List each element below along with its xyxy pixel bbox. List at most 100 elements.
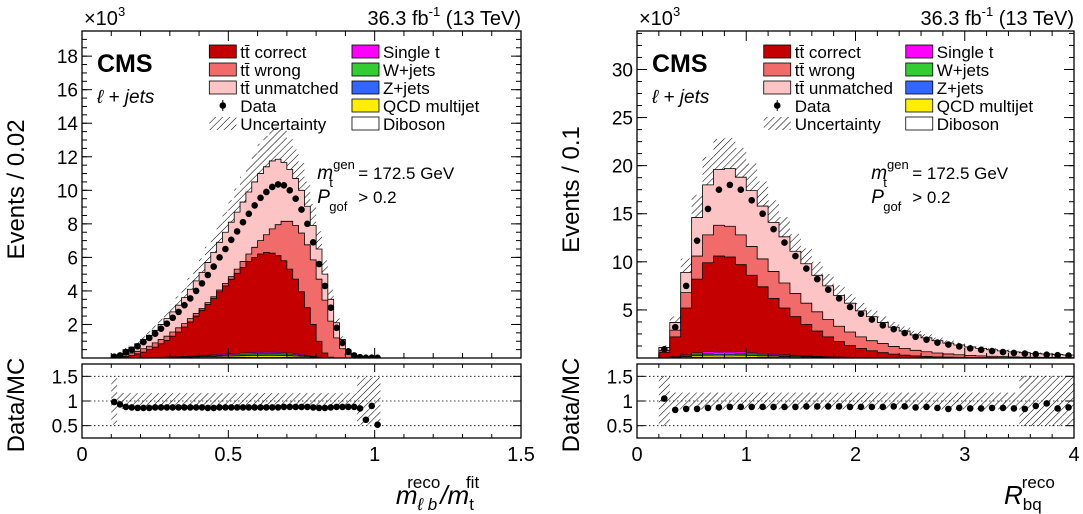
data-point — [280, 181, 288, 189]
ratio-uncertainty — [362, 377, 369, 425]
ratio-point — [204, 404, 212, 412]
ratio-point — [304, 403, 311, 411]
channel-label: ℓ + jets — [96, 87, 155, 108]
y-axis-title: Events / 0.02 — [3, 119, 30, 259]
ratio-uncertainty — [158, 393, 164, 409]
legend-swatch — [351, 116, 380, 131]
data-point — [846, 303, 854, 311]
ratio-uncertainty — [199, 393, 205, 409]
ratio-uncertainty — [181, 393, 188, 409]
exponent-sup: 3 — [673, 4, 680, 19]
ratio-point — [1032, 402, 1040, 410]
data-point — [175, 308, 182, 316]
xtick-label: 2 — [850, 444, 861, 466]
data-point — [977, 346, 985, 354]
data-point — [682, 282, 690, 290]
data-point — [222, 245, 229, 253]
data-point — [321, 282, 329, 290]
ratio-uncertainty — [702, 392, 714, 410]
mgen-value: = 172.5 GeV — [358, 164, 455, 183]
ratio-point — [368, 402, 376, 410]
ratio-y-axis-title: Data/MC — [558, 358, 585, 453]
ratio-uncertainty — [953, 392, 965, 410]
ratio-point — [923, 403, 930, 411]
legend-item-diboson: Diboson — [905, 115, 999, 134]
legend-item-unc: Uncertainty — [209, 115, 327, 134]
legend-swatch-unc — [209, 117, 237, 130]
data-point — [813, 275, 821, 283]
legend-label: QCD multijet — [383, 97, 480, 116]
data-point — [715, 186, 723, 193]
ratio-point — [233, 404, 241, 411]
ytick-label: 5 — [622, 301, 633, 322]
data-point — [140, 338, 147, 346]
ytick-label: 15 — [612, 205, 633, 226]
ratio-uncertainty — [345, 393, 352, 409]
data-point — [286, 187, 294, 194]
xtick-label: 1 — [741, 444, 752, 466]
data-point — [704, 205, 712, 213]
ratio-ytick-label: 1.5 — [607, 367, 633, 388]
data-point — [1065, 352, 1072, 358]
data-point — [210, 263, 217, 270]
ratio-point — [210, 404, 217, 412]
legend-item-qcd: QCD multijet — [351, 97, 480, 116]
ratio-uncertainty — [122, 393, 129, 409]
ratio-uncertainty — [368, 377, 375, 425]
lumi-sup: -1 — [982, 4, 994, 19]
legend-swatch-data — [219, 102, 227, 109]
data-point — [327, 304, 335, 311]
ratio-uncertainty — [204, 393, 211, 409]
ratio-point — [955, 404, 963, 412]
ratio-point — [792, 403, 799, 411]
data-point — [110, 353, 118, 358]
ratio-uncertainty — [357, 377, 363, 425]
data-point — [263, 188, 270, 196]
ratio-point — [169, 404, 177, 411]
ratio-uncertainty — [286, 393, 293, 409]
pgof-value: > 0.2 — [912, 188, 950, 207]
ratio-point — [274, 404, 282, 411]
ratio-uncertainty — [310, 393, 317, 409]
ratio-point — [263, 404, 270, 411]
legend-item-tt-unmatched: tt̄ unmatched — [208, 79, 339, 98]
ratio-point — [726, 403, 734, 411]
ratio-point — [146, 404, 153, 412]
data-point — [134, 342, 141, 350]
ratio-point — [868, 403, 876, 411]
ratio-uncertainty — [333, 393, 340, 409]
ratio-uncertainty — [899, 392, 911, 410]
ratio-point — [339, 403, 346, 411]
legend-swatch — [905, 62, 934, 77]
legend-label: tt̄ correct — [240, 43, 306, 62]
pgof-label: P — [871, 187, 884, 208]
ratio-ytick-label: 0.5 — [52, 417, 78, 438]
xtick-label: 1.5 — [507, 444, 535, 466]
ytick-label: 25 — [612, 109, 633, 130]
x-axis-div-sup: fit — [466, 473, 480, 492]
ratio-point — [857, 403, 865, 411]
ratio-point — [374, 421, 381, 428]
ratio-point — [110, 398, 118, 406]
data-point — [803, 265, 810, 272]
ratio-point — [1021, 405, 1029, 413]
legend-label: Diboson — [383, 115, 445, 134]
ratio-uncertainty — [269, 393, 276, 409]
data-point — [362, 354, 370, 358]
ratio-point — [759, 403, 766, 411]
ratio-uncertainty — [128, 393, 135, 409]
data-point — [737, 186, 745, 193]
ratio-point — [1010, 405, 1018, 412]
ratio-point — [151, 404, 159, 411]
ratio-uncertainty — [997, 392, 1009, 410]
ratio-point — [1054, 405, 1061, 412]
ratio-point — [945, 405, 952, 413]
legend-item-z-jets: Z+jets — [351, 79, 430, 98]
legend-label: tt̄ unmatched — [240, 79, 338, 98]
data-point — [726, 181, 734, 189]
ratio-uncertainty — [193, 393, 200, 409]
y-axis-title: Events / 0.1 — [558, 126, 585, 253]
cms-label: CMS — [97, 50, 153, 78]
ratio-uncertainty — [822, 392, 834, 410]
